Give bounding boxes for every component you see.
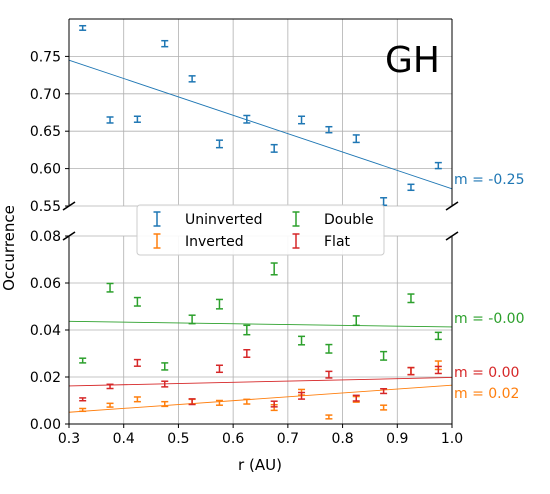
errorbar-uninverted	[215, 139, 223, 149]
axis-break-mark	[445, 231, 459, 241]
y-tick-label-lower: 0.04	[30, 323, 61, 339]
y-tick-label-lower: 0.00	[30, 417, 61, 433]
errorbar-flat	[215, 364, 223, 374]
axis-break-mark	[445, 201, 459, 211]
x-tick-label: 0.5	[167, 431, 189, 447]
legend-label: Flat	[324, 234, 351, 250]
errorbar-double	[407, 293, 415, 304]
slope-labels: m = -0.25 m = 0.02 m = -0.00 m = 0.00	[454, 172, 525, 402]
errorbar-double	[380, 350, 388, 361]
errorbar-inverted	[243, 398, 251, 405]
errorbar-double	[434, 331, 442, 341]
legend-item-double: Double	[292, 211, 374, 228]
legend-label: Uninverted	[185, 212, 263, 228]
errorbar-inverted	[215, 399, 223, 406]
errorbar-uninverted	[270, 143, 278, 153]
errorbar-flat	[325, 370, 333, 379]
tick-labels: 0.3 0.4 0.5 0.6 0.7 0.8 0.9 1.0 0.55 0.60 0.65 0.70…	[30, 49, 463, 447]
legend-item-inverted: Inverted	[153, 233, 244, 250]
errorbar-uninverted	[243, 114, 251, 124]
fit-line-inverted	[68, 384, 453, 413]
errorbar-double	[133, 296, 141, 307]
y-axis-label: Occurrence	[0, 205, 18, 291]
errorbar-uninverted	[298, 115, 306, 125]
x-tick-label: 0.6	[222, 431, 244, 447]
errorbar-uninverted	[79, 24, 87, 31]
fit-line-flat	[68, 377, 453, 387]
y-tick-label-lower: 0.08	[30, 229, 61, 245]
errorbar-double	[215, 298, 223, 310]
errorbar-double	[106, 282, 114, 293]
fit-line-double	[68, 320, 453, 328]
errorbar-double	[352, 315, 360, 327]
x-axis-label: r (AU)	[238, 456, 282, 474]
x-tick-label: 1.0	[441, 431, 463, 447]
slope-label-inverted: m = 0.02	[454, 386, 519, 402]
errorbar-inverted	[79, 407, 87, 413]
errorbar-inverted	[161, 400, 169, 408]
errorbar-double	[270, 262, 278, 276]
y-tick-label-upper: 0.55	[30, 199, 61, 215]
axis-break-mark	[62, 231, 76, 241]
y-tick-label-lower: 0.02	[30, 370, 61, 386]
errorbar-double	[161, 362, 169, 371]
errorbar-double	[188, 314, 196, 325]
x-tick-label: 0.7	[277, 431, 299, 447]
errorbar-inverted	[380, 404, 388, 411]
errorbar-double	[243, 324, 251, 336]
errorbar-uninverted	[161, 39, 169, 48]
x-tick-label: 0.9	[386, 431, 408, 447]
y-tick-label-upper: 0.70	[30, 87, 61, 103]
slope-label-flat: m = 0.00	[454, 365, 519, 381]
errorbar-inverted	[133, 396, 141, 403]
errorbar-uninverted	[106, 116, 114, 124]
errorbar-flat	[434, 365, 442, 375]
errorbar-inverted	[106, 402, 114, 408]
legend-box	[136, 204, 385, 256]
y-tick-label-upper: 0.65	[30, 124, 61, 140]
slope-label-double: m = -0.00	[454, 311, 525, 327]
errorbar-flat	[380, 388, 388, 395]
fit-line-uninverted	[68, 59, 453, 190]
errorbar-flat	[161, 380, 169, 388]
errorbar-double	[298, 335, 306, 346]
errorbar-flat	[79, 397, 87, 402]
errorbar-flat	[106, 383, 114, 390]
errorbar-uninverted	[407, 183, 415, 192]
axes-frame	[62, 18, 459, 428]
errorbar-inverted	[325, 414, 333, 420]
errorbar-uninverted	[352, 134, 360, 144]
errorbar-uninverted	[188, 75, 196, 83]
errorbar-flat	[133, 358, 141, 367]
errorbar-uninverted	[434, 161, 442, 170]
errorbar-flat	[188, 398, 196, 406]
legend-label: Double	[324, 212, 374, 228]
errorbar-flat	[243, 348, 251, 359]
errorbar-flat	[298, 391, 306, 400]
errorbar-double	[325, 343, 333, 354]
legend-label: Inverted	[185, 234, 244, 250]
legend-item-flat: Flat	[292, 233, 351, 250]
legend-item-uninverted: Uninverted	[153, 211, 263, 228]
errorbar-flat	[407, 366, 415, 376]
legend: Uninverted Inverted Double Flat	[136, 204, 385, 256]
errorbar-double	[79, 357, 87, 364]
errorbar-uninverted	[133, 115, 141, 123]
errorbar-flat	[352, 394, 360, 402]
y-tick-label-upper: 0.75	[30, 49, 61, 65]
data-points	[79, 24, 442, 420]
x-tick-label: 0.4	[113, 431, 135, 447]
axis-break-mark	[62, 201, 76, 211]
x-tick-label: 0.8	[331, 431, 353, 447]
x-tick-label: 0.3	[58, 431, 80, 447]
y-tick-label-upper: 0.60	[30, 162, 61, 178]
fit-lines	[68, 59, 453, 413]
errorbar-flat	[270, 400, 278, 408]
panel-title: GH	[385, 40, 440, 81]
errorbar-uninverted	[325, 125, 333, 134]
slope-label-uninverted: m = -0.25	[454, 172, 525, 188]
y-tick-label-lower: 0.06	[30, 276, 61, 292]
